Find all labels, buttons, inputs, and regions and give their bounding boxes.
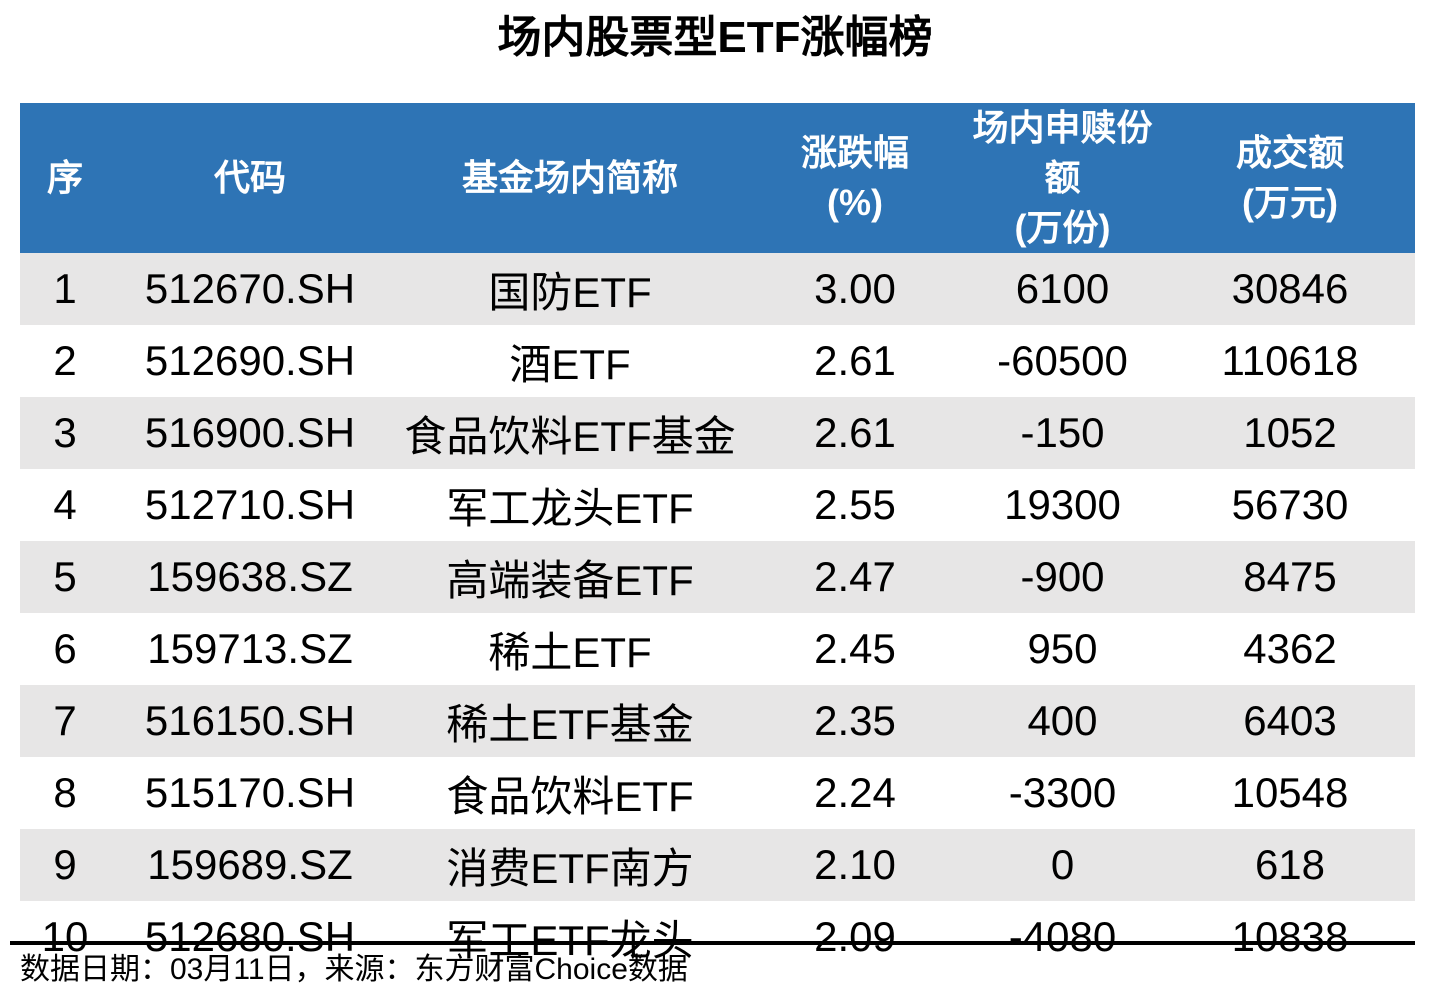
- header-fund-name: 基金场内简称: [390, 103, 750, 253]
- fund-name-cell: 稀土ETF: [488, 628, 652, 676]
- rank-cell: 10: [41, 913, 89, 960]
- redeem-shares-cell: -60500: [997, 337, 1128, 384]
- table-header: 序 代码 基金场内简称 涨跌幅 (%) 场内申赎份额 (万份): [20, 103, 1415, 253]
- fund-name-cell: 军工ETF龙头: [446, 916, 694, 964]
- table-row: 2 512690.SH 酒ETF 2.61 -60500 110618: [20, 325, 1415, 397]
- code-cell: 516900.SH: [144, 409, 356, 456]
- code-cell: 159638.SZ: [147, 553, 353, 600]
- change-pct-cell: 3.00: [814, 265, 896, 312]
- etf-gain-table: 序 代码 基金场内简称 涨跌幅 (%) 场内申赎份额 (万份): [20, 103, 1415, 973]
- header-turnover: 成交额 (万元): [1165, 103, 1415, 253]
- table-row: 1 512670.SH 国防ETF 3.00 6100 30846: [20, 253, 1415, 325]
- table-row: 10 512680.SH 军工ETF龙头 2.09 -4080 10838: [20, 901, 1415, 973]
- redeem-shares-cell: -900: [1020, 553, 1105, 600]
- bottom-rule-divider: [10, 941, 1415, 945]
- code-cell: 512690.SH: [144, 337, 356, 384]
- fund-name-cell: 稀土ETF基金: [446, 700, 694, 748]
- turnover-cell: 30846: [1231, 265, 1349, 312]
- table-row: 9 159689.SZ 消费ETF南方 2.10 0 618: [20, 829, 1415, 901]
- fund-name-cell: 食品饮料ETF: [446, 772, 694, 820]
- fund-name-cell: 军工龙头ETF: [446, 484, 694, 532]
- redeem-shares-cell: -4080: [1008, 913, 1117, 960]
- turnover-cell: 4362: [1243, 625, 1337, 672]
- header-change-pct-unit: (%): [827, 182, 883, 223]
- turnover-cell: 56730: [1231, 481, 1349, 528]
- turnover-cell: 110618: [1221, 337, 1359, 384]
- rank-cell: 4: [53, 481, 77, 528]
- page-title: 场内股票型ETF涨幅榜: [497, 13, 933, 62]
- table-row: 4 512710.SH 军工龙头ETF 2.55 19300 56730: [20, 469, 1415, 541]
- code-cell: 512670.SH: [144, 265, 356, 312]
- code-cell: 515170.SH: [144, 769, 356, 816]
- header-row: 序 代码 基金场内简称 涨跌幅 (%) 场内申赎份额 (万份): [20, 103, 1415, 253]
- turnover-cell: 8475: [1243, 553, 1337, 600]
- rank-cell: 6: [53, 625, 77, 672]
- turnover-cell: 618: [1254, 841, 1326, 888]
- code-cell: 512710.SH: [144, 481, 356, 528]
- redeem-shares-cell: 6100: [1015, 265, 1110, 312]
- fund-name-cell: 国防ETF: [488, 268, 652, 316]
- change-pct-cell: 2.55: [814, 481, 896, 528]
- turnover-cell: 6403: [1243, 697, 1337, 744]
- turnover-cell: 1052: [1243, 409, 1337, 456]
- header-change-pct: 涨跌幅 (%): [750, 103, 960, 253]
- change-pct-cell: 2.45: [814, 625, 896, 672]
- rank-cell: 7: [53, 697, 77, 744]
- rank-cell: 5: [53, 553, 77, 600]
- redeem-shares-cell: 19300: [1004, 481, 1121, 528]
- table-row: 7 516150.SH 稀土ETF基金 2.35 400 6403: [20, 685, 1415, 757]
- rank-cell: 2: [53, 337, 77, 384]
- data-source-note: 数据日期：03月11日，来源：东方财富Choice数据: [20, 953, 688, 986]
- header-change-pct-label: 涨跌幅: [800, 132, 909, 173]
- change-pct-cell: 2.24: [814, 769, 896, 816]
- rank-cell: 3: [53, 409, 77, 456]
- fund-name-cell: 消费ETF南方: [446, 844, 694, 892]
- table-row: 8 515170.SH 食品饮料ETF 2.24 -3300 10548: [20, 757, 1415, 829]
- header-code: 代码: [110, 103, 390, 253]
- table-body: 1 512670.SH 国防ETF 3.00 6100 30846 2 5126…: [20, 253, 1415, 973]
- redeem-shares-cell: 400: [1027, 697, 1098, 744]
- header-fund-name-label: 基金场内简称: [461, 157, 678, 198]
- header-code-label: 代码: [213, 157, 286, 198]
- fund-name-cell: 酒ETF: [509, 340, 631, 388]
- code-cell: 512680.SH: [144, 913, 356, 960]
- code-cell: 159689.SZ: [147, 841, 353, 888]
- rank-cell: 9: [53, 841, 77, 888]
- code-cell: 516150.SH: [144, 697, 356, 744]
- change-pct-cell: 2.10: [814, 841, 896, 888]
- table-row: 5 159638.SZ 高端装备ETF 2.47 -900 8475: [20, 541, 1415, 613]
- change-pct-cell: 2.47: [814, 553, 896, 600]
- rank-cell: 1: [53, 265, 77, 312]
- header-redeem-shares-unit: (万份): [1014, 207, 1111, 248]
- fund-name-cell: 高端装备ETF: [446, 556, 694, 604]
- redeem-shares-cell: 950: [1027, 625, 1098, 672]
- header-rank-label: 序: [46, 157, 83, 198]
- turnover-cell: 10838: [1231, 913, 1349, 960]
- turnover-cell: 10548: [1231, 769, 1349, 816]
- rank-cell: 8: [53, 769, 77, 816]
- change-pct-cell: 2.09: [814, 913, 896, 960]
- redeem-shares-cell: 0: [1050, 841, 1075, 888]
- header-redeem-shares: 场内申赎份额 (万份): [960, 103, 1165, 253]
- header-turnover-label: 成交额: [1235, 132, 1344, 173]
- change-pct-cell: 2.61: [814, 409, 896, 456]
- change-pct-cell: 2.35: [814, 697, 896, 744]
- change-pct-cell: 2.61: [814, 337, 896, 384]
- fund-name-cell: 食品饮料ETF基金: [404, 412, 736, 460]
- redeem-shares-cell: -3300: [1008, 769, 1117, 816]
- header-redeem-shares-label: 场内申赎份额: [972, 107, 1153, 198]
- redeem-shares-cell: -150: [1020, 409, 1105, 456]
- header-rank: 序: [20, 103, 110, 253]
- table-row: 3 516900.SH 食品饮料ETF基金 2.61 -150 1052: [20, 397, 1415, 469]
- header-turnover-unit: (万元): [1242, 182, 1338, 223]
- table-row: 6 159713.SZ 稀土ETF 2.45 950 4362: [20, 613, 1415, 685]
- code-cell: 159713.SZ: [147, 625, 353, 672]
